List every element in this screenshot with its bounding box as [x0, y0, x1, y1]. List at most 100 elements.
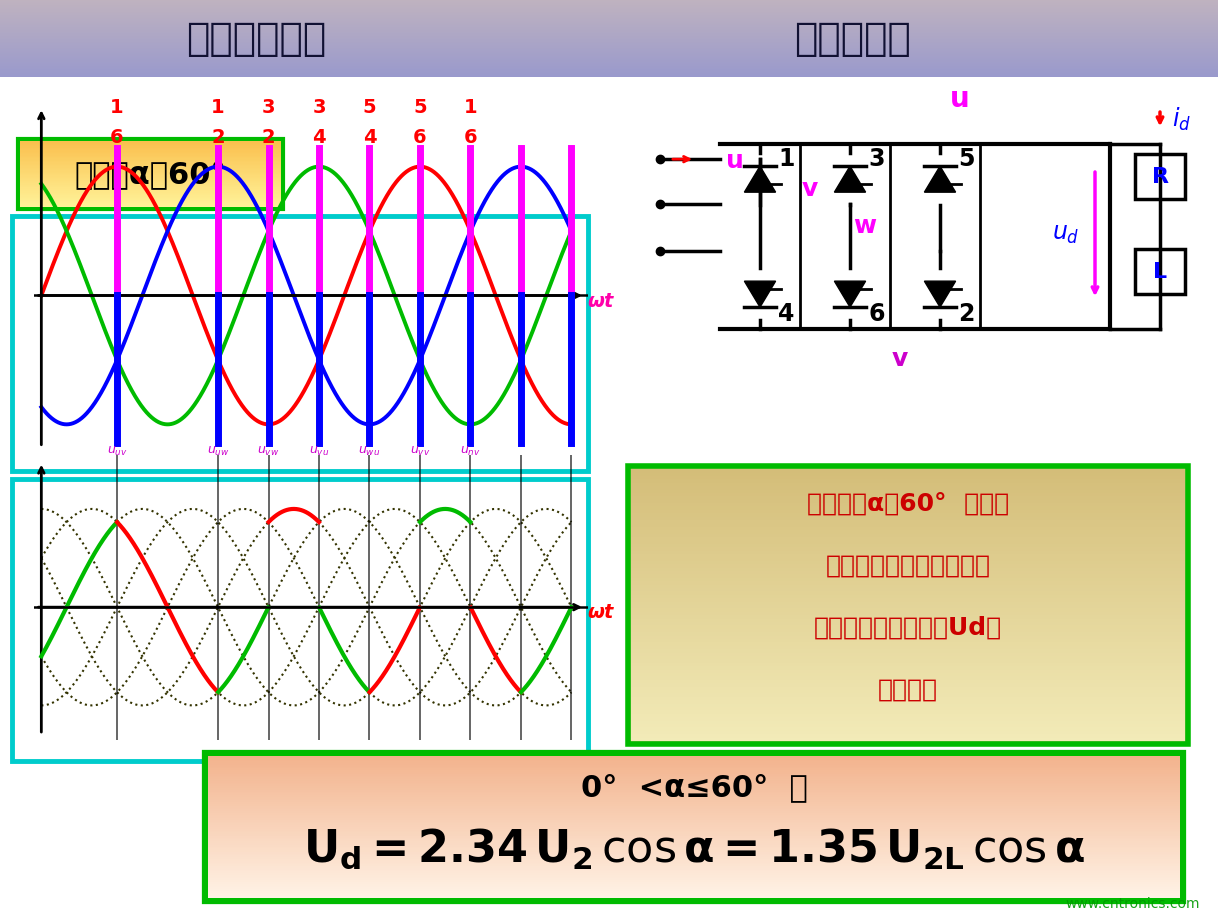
Bar — [208, 763, 1180, 765]
Bar — [208, 814, 1180, 816]
Bar — [631, 639, 1185, 642]
Bar — [208, 781, 1180, 783]
Bar — [631, 673, 1185, 676]
Text: 6: 6 — [464, 128, 477, 147]
Bar — [631, 734, 1185, 738]
Bar — [208, 770, 1180, 772]
Bar — [631, 646, 1185, 649]
Text: 负载电压波形一样，Ud计: 负载电压波形一样，Ud计 — [814, 616, 1002, 640]
Bar — [631, 618, 1185, 622]
Bar — [19, 175, 281, 176]
Bar — [631, 649, 1185, 652]
Bar — [19, 196, 281, 197]
Bar — [631, 520, 1185, 524]
Bar — [208, 838, 1180, 839]
Bar — [208, 871, 1180, 873]
Bar — [208, 841, 1180, 843]
Text: $u_{uw}$: $u_{uw}$ — [207, 445, 229, 458]
Bar — [631, 561, 1185, 564]
Bar — [208, 774, 1180, 776]
Text: L: L — [1153, 262, 1167, 282]
Polygon shape — [834, 166, 866, 192]
Bar — [631, 592, 1185, 595]
Bar — [19, 145, 281, 146]
Bar — [19, 178, 281, 179]
Bar — [208, 863, 1180, 864]
Bar — [19, 161, 281, 163]
Bar — [631, 656, 1185, 660]
Bar — [19, 158, 281, 160]
Text: $u_{vv}$: $u_{vv}$ — [409, 445, 430, 458]
Bar — [208, 839, 1180, 841]
Bar — [208, 882, 1180, 884]
Bar — [631, 676, 1185, 680]
Text: 3: 3 — [868, 147, 884, 171]
Text: 1: 1 — [464, 98, 477, 118]
Bar — [631, 588, 1185, 592]
Bar — [631, 514, 1185, 516]
Bar — [208, 869, 1180, 871]
Bar — [208, 884, 1180, 886]
Bar — [19, 184, 281, 185]
Bar — [631, 500, 1185, 503]
Bar — [631, 642, 1185, 646]
Bar — [19, 173, 281, 175]
Bar — [208, 843, 1180, 845]
Bar — [208, 783, 1180, 785]
Bar — [631, 598, 1185, 602]
Bar — [19, 199, 281, 200]
Bar — [631, 652, 1185, 656]
Bar — [19, 185, 281, 186]
Bar — [19, 165, 281, 166]
Bar — [208, 800, 1180, 802]
Text: 3: 3 — [312, 98, 325, 118]
Bar — [208, 779, 1180, 781]
Text: 2: 2 — [959, 302, 974, 326]
Bar — [208, 758, 1180, 760]
Bar — [631, 680, 1185, 683]
Text: 5: 5 — [959, 147, 974, 171]
Bar — [208, 873, 1180, 875]
Bar — [19, 198, 281, 199]
Bar — [19, 167, 281, 169]
Bar — [208, 808, 1180, 810]
Bar — [19, 170, 281, 172]
Bar — [631, 605, 1185, 608]
Bar — [208, 825, 1180, 827]
Bar — [19, 188, 281, 190]
Bar — [19, 182, 281, 184]
Bar — [208, 768, 1180, 770]
Bar — [631, 622, 1185, 626]
Bar — [208, 896, 1180, 898]
Bar — [208, 772, 1180, 774]
Bar — [631, 482, 1185, 486]
Bar — [631, 530, 1185, 534]
Text: $i_d$: $i_d$ — [1172, 106, 1191, 132]
Text: 6: 6 — [111, 128, 124, 147]
Bar — [631, 516, 1185, 520]
Bar — [631, 571, 1185, 574]
Text: u: u — [950, 85, 970, 113]
Bar — [19, 191, 281, 193]
FancyBboxPatch shape — [18, 139, 283, 210]
Bar — [19, 160, 281, 161]
Bar — [631, 704, 1185, 707]
Bar — [19, 143, 281, 145]
Bar — [631, 510, 1185, 514]
Bar — [208, 829, 1180, 831]
Bar — [208, 793, 1180, 795]
Bar — [208, 894, 1180, 896]
Bar — [19, 206, 281, 207]
Bar — [631, 731, 1185, 734]
Bar — [208, 791, 1180, 793]
Bar — [631, 738, 1185, 741]
Bar — [208, 776, 1180, 777]
Text: 1: 1 — [111, 98, 124, 118]
Bar — [208, 854, 1180, 856]
Bar — [631, 660, 1185, 663]
Bar — [631, 697, 1185, 700]
Text: 1: 1 — [211, 98, 225, 118]
Bar — [19, 153, 281, 154]
Bar — [631, 629, 1185, 632]
Bar — [19, 179, 281, 181]
